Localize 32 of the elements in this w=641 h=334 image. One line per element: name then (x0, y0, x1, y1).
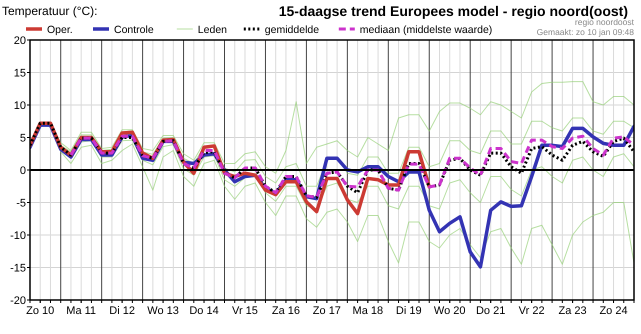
x-tick-label: Vr 22 (518, 305, 545, 317)
x-tick-label: Di 19 (396, 305, 422, 317)
x-tick-label: Wo 20 (434, 305, 466, 317)
legend-label: Oper. (47, 24, 73, 36)
y-tick-label: 5 (20, 132, 26, 144)
y-tick-label: -5 (16, 198, 26, 210)
y-tick-label: -15 (10, 262, 26, 274)
y-axis-title: Temperatuur (°C): (2, 4, 98, 18)
y-tick-label: 0 (20, 165, 26, 177)
chart-title: 15-daagse trend Europees model - regio noord(oost) (278, 3, 628, 19)
y-tick-label: 10 (14, 100, 26, 112)
x-tick-label: Zo 24 (599, 305, 628, 317)
legend-label: mediaan (middelste waarde) (360, 24, 492, 36)
x-tick-label: Di 12 (109, 305, 135, 317)
x-tick-label: Zo 17 (312, 305, 341, 317)
legend-label: gemiddelde (264, 24, 320, 36)
x-tick-label: Za 16 (272, 305, 300, 317)
y-tick-label: -20 (10, 295, 26, 307)
x-tick-label: Ma 18 (352, 305, 384, 317)
text: Gemaakt: zo 10 jan 09:48 (536, 27, 634, 37)
x-tick-label: Za 23 (558, 305, 587, 317)
x-tick-label: Ma 11 (66, 305, 96, 317)
x-tick-label: Vr 15 (232, 305, 258, 317)
legend-label: Leden (198, 24, 228, 36)
y-tick-label: 20 (14, 35, 26, 47)
x-tick-label: Wo 13 (147, 305, 179, 317)
x-tick-label: Do 21 (476, 305, 506, 317)
x-tick-label: Zo 10 (26, 305, 54, 317)
x-tick-label: Do 14 (189, 305, 219, 317)
y-tick-label: 15 (14, 68, 26, 80)
legend-label: Controle (114, 24, 154, 36)
y-tick-label: -10 (10, 230, 26, 242)
